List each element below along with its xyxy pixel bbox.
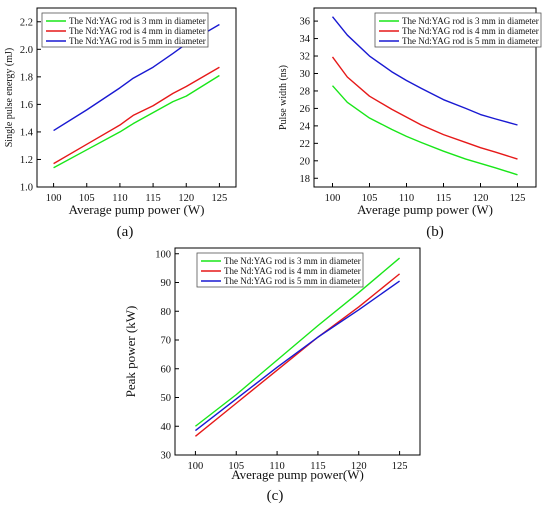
plot-frame — [174, 247, 421, 456]
x-tick-label: 125 — [392, 461, 408, 472]
x-tick-label: 105 — [79, 193, 95, 204]
x-axis-title: Average pump power (W) — [69, 202, 205, 217]
y-tick-label: 28 — [300, 86, 311, 97]
y-tick-label: 26 — [300, 104, 311, 115]
y-tick-label: 20 — [300, 156, 311, 167]
panel-label: (a) — [117, 224, 134, 240]
chart-panel-2: 100 105 110 115 120 125 18 20 22 24 26 28 30 32 34 36 Th… — [278, 7, 542, 240]
legend-box — [374, 12, 542, 48]
y-axis-title: Pulse width (ns) — [278, 65, 289, 130]
x-tick-label: 120 — [473, 193, 489, 204]
y-tick-label: 60 — [161, 364, 172, 375]
y-tick-label: 30 — [300, 69, 311, 80]
series-line-1 — [194, 257, 401, 427]
legend-label: The Nd:YAG rod is 3 mm in diameter — [402, 16, 539, 26]
y-tick-label: 40 — [161, 422, 172, 433]
chart-panel-1: 100 105 110 115 120 125 1.0 1.2 1.4 1.6 1.8 2.0 2.2 T… — [4, 7, 237, 240]
y-tick-label: 2.2 — [20, 17, 33, 28]
y-tick-label: 1.4 — [20, 127, 34, 138]
x-tick-label: 125 — [510, 193, 526, 204]
y-tick-label: 70 — [161, 336, 172, 347]
y-tick-label: 32 — [300, 52, 311, 63]
x-tick-label: 100 — [46, 193, 62, 204]
legend-label: The Nd:YAG rod is 4 mm in diameter — [224, 266, 361, 276]
x-tick-label: 105 — [362, 193, 378, 204]
series-line-2 — [194, 273, 401, 437]
y-axis-title: Peak power (kW) — [123, 306, 138, 398]
y-tick-label: 90 — [161, 278, 172, 289]
y-tick-label: 100 — [155, 249, 171, 260]
legend-label: The Nd:YAG rod is 5 mm in diameter — [224, 276, 361, 286]
series-line-3 — [194, 280, 400, 432]
chart-panel-3: 100 105 110 115 120 125 30 40 50 60 70 80 90 100 The N… — [123, 247, 421, 504]
legend-label: The Nd:YAG rod is 3 mm in diameter — [224, 256, 361, 266]
x-tick-label: 115 — [310, 461, 325, 472]
x-axis-title: Average pump power (W) — [357, 202, 493, 217]
x-tick-label: 115 — [145, 193, 160, 204]
y-tick-label: 50 — [161, 393, 172, 404]
panel-label: (c) — [267, 488, 284, 504]
x-tick-label: 115 — [436, 193, 451, 204]
y-tick-label: 80 — [161, 307, 172, 318]
series-line-2 — [331, 56, 518, 160]
x-tick-label: 105 — [228, 461, 244, 472]
y-tick-label: 1.2 — [20, 155, 33, 166]
y-tick-label: 1.6 — [20, 100, 33, 111]
x-tick-label: 110 — [269, 461, 284, 472]
x-tick-label: 110 — [112, 193, 127, 204]
plot-frame — [36, 7, 237, 188]
series-line-1 — [331, 85, 518, 176]
legend-label: The Nd:YAG rod is 5 mm in diameter — [402, 36, 539, 46]
y-tick-label: 36 — [300, 17, 311, 28]
legend-label: The Nd:YAG rod is 4 mm in diameter — [69, 26, 206, 36]
x-tick-label: 125 — [212, 193, 228, 204]
y-tick-label: 30 — [161, 451, 172, 462]
x-tick-label: 110 — [399, 193, 414, 204]
legend-label: The Nd:YAG rod is 4 mm in diameter — [402, 26, 539, 36]
x-tick-label: 120 — [351, 461, 367, 472]
x-axis-title: Average pump power(W) — [231, 467, 364, 482]
y-tick-label: 2.0 — [20, 45, 33, 56]
x-tick-label: 100 — [188, 461, 204, 472]
legend-label: The Nd:YAG rod is 5 mm in diameter — [69, 36, 206, 46]
legend-box — [41, 12, 209, 48]
y-axis-title: Single pulse energy (mJ) — [4, 48, 15, 148]
panel-label: (b) — [426, 224, 444, 240]
y-tick-label: 24 — [300, 121, 311, 132]
plot-frame — [313, 7, 537, 188]
legend-box — [196, 252, 364, 288]
y-tick-label: 1.8 — [20, 72, 33, 83]
series-line-2 — [53, 66, 220, 165]
y-tick-label: 34 — [300, 34, 311, 45]
x-tick-label: 100 — [325, 193, 341, 204]
series-line-3 — [331, 16, 518, 126]
series-line-1 — [53, 74, 220, 169]
y-tick-label: 18 — [300, 174, 311, 185]
x-tick-label: 120 — [178, 193, 194, 204]
y-tick-label: 1.0 — [20, 183, 33, 194]
legend-label: The Nd:YAG rod is 3 mm in diameter — [69, 16, 206, 26]
y-tick-label: 22 — [300, 139, 311, 150]
